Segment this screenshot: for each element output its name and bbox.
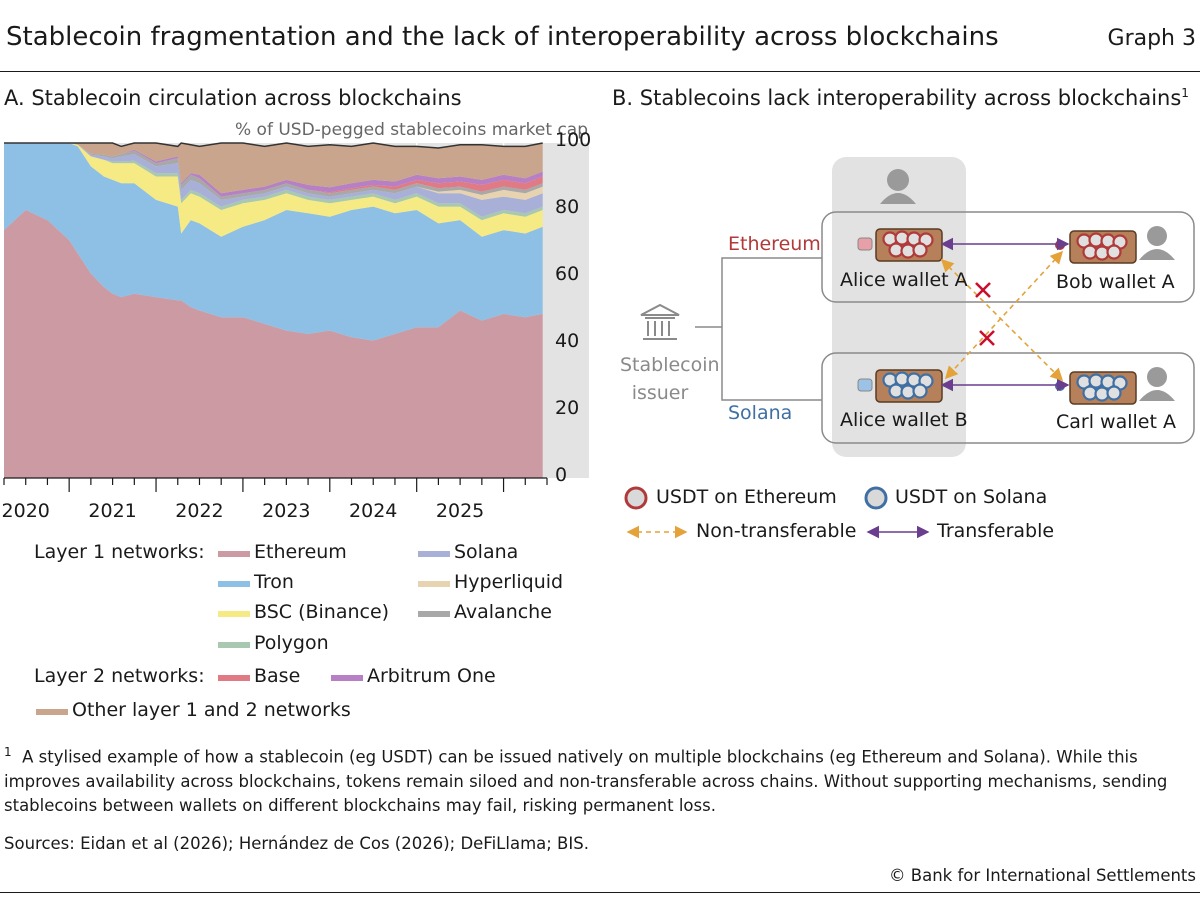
area-bsc-binance- — [4, 143, 543, 237]
legend-entry: Arbitrum One — [367, 665, 496, 687]
legend-entry: Hyperliquid — [454, 571, 564, 593]
area-base — [4, 143, 543, 197]
area-avalanche — [4, 143, 543, 200]
arrowhead-dot — [1055, 240, 1065, 250]
legend-entry: Solana — [454, 541, 519, 563]
x-tick-label: 2022 — [175, 500, 224, 522]
legend-swatch — [418, 611, 450, 617]
x-tick-label: 2021 — [88, 500, 137, 522]
y-tick-label: 20 — [555, 397, 580, 419]
x-tick-label: 2024 — [349, 500, 398, 522]
carl-wallet-a-icon — [1055, 371, 1137, 405]
ethereum-chain-label: Ethereum — [728, 233, 821, 255]
legend-swatch — [36, 709, 68, 715]
bank-icon — [640, 303, 680, 340]
chart-areas — [4, 142, 543, 478]
legend-entry: BSC (Binance) — [254, 601, 390, 623]
y-tick-label: 0 — [555, 464, 568, 486]
alice-wallet-b-icon — [857, 369, 943, 403]
carl-user-icon — [1139, 367, 1175, 401]
panel-a-title: A. Stablecoin circulation across blockch… — [4, 86, 462, 110]
bob-wallet-a-icon — [1055, 230, 1137, 264]
area-ethereum — [4, 210, 543, 478]
legend-layer2-label: Layer 2 networks: — [34, 665, 205, 687]
x-tick-label: 2020 — [1, 500, 50, 522]
graph-title: Stablecoin fragmentation and the lack of… — [6, 22, 999, 52]
footnote: 1 A stylised example of how a stablecoin… — [4, 745, 1168, 815]
wallet-tag-icon — [857, 378, 873, 392]
footer-rule — [0, 892, 1200, 893]
legend-swatch — [218, 611, 250, 617]
non-transfer-arrow-2 — [944, 250, 1064, 380]
coin — [912, 242, 928, 258]
legend-entry: Avalanche — [454, 601, 552, 623]
issuer-label: Stablecoin issuer — [620, 354, 720, 404]
cross-icon — [975, 282, 991, 298]
bob-user-icon — [1139, 226, 1175, 260]
chart-axis — [3, 477, 548, 492]
arrowhead-dot — [1055, 381, 1065, 391]
alice-wallet-a-label: Alice wallet A — [840, 269, 968, 291]
legend-transferable: Transferable — [937, 520, 1055, 542]
y-tick-label: 100 — [555, 129, 592, 151]
legend-entry: Ethereum — [254, 541, 347, 563]
legend-swatch — [218, 551, 250, 557]
stack-top-line — [4, 142, 543, 149]
area-arbitrum-one — [4, 143, 543, 197]
issuer-connector — [695, 257, 822, 401]
copyright: © Bank for International Settlements — [889, 866, 1196, 885]
area-hyperliquid — [4, 143, 543, 200]
panel-a-unit: % of USD-pegged stablecoins market cap — [235, 120, 588, 140]
legend-entry: Polygon — [254, 632, 329, 654]
x-tick-label: 2023 — [262, 500, 311, 522]
panel-b-diagram — [624, 157, 1195, 539]
area-other-layer-1-and-2-networks — [4, 143, 543, 194]
legend-swatch — [218, 581, 250, 587]
alice-user-icon — [880, 169, 916, 204]
cross-icon — [979, 330, 995, 346]
sources: Sources: Eidan et al (2026); Hernández d… — [4, 834, 589, 853]
legend-usdt-sol: USDT on Solana — [895, 486, 1048, 508]
carl-wallet-a-label: Carl wallet A — [1056, 411, 1176, 433]
graph-number: Graph 3 — [1107, 26, 1196, 51]
coin — [1106, 244, 1122, 260]
coin — [1106, 385, 1122, 401]
x-tick-label: 2025 — [435, 500, 485, 522]
wallet-tag-icon — [857, 237, 873, 251]
legend-usdt-eth: USDT on Ethereum — [656, 486, 837, 508]
legend-swatch — [331, 675, 363, 681]
panel-a-chart — [3, 142, 589, 492]
usdt-sol-legend-icon — [864, 486, 888, 510]
alice-wallet-a-icon — [857, 228, 943, 262]
legend-entry: Tron — [254, 571, 294, 593]
header-rule — [0, 71, 1200, 72]
legend-layer1-label: Layer 1 networks: — [34, 541, 205, 563]
solana-chain-label: Solana — [728, 402, 793, 424]
y-tick-label: 60 — [555, 263, 580, 285]
area-tron — [4, 143, 543, 341]
usdt-eth-legend-icon — [624, 486, 648, 510]
panel-b-title: B. Stablecoins lack interoperability acr… — [612, 86, 1189, 110]
legend-entry: Other layer 1 and 2 networks — [72, 699, 351, 721]
legend-swatch — [418, 581, 450, 587]
coin — [912, 383, 928, 399]
alice-wallet-b-label: Alice wallet B — [840, 409, 968, 431]
legend-swatch — [218, 675, 250, 681]
area-solana — [4, 143, 543, 217]
legend-swatch — [218, 642, 250, 648]
legend-non-transferable: Non-transferable — [696, 520, 857, 542]
bob-wallet-a-label: Bob wallet A — [1056, 271, 1175, 293]
y-tick-label: 80 — [555, 196, 580, 218]
legend-entry: Base — [254, 665, 301, 687]
y-tick-label: 40 — [555, 330, 580, 352]
legend-swatch — [418, 551, 450, 557]
